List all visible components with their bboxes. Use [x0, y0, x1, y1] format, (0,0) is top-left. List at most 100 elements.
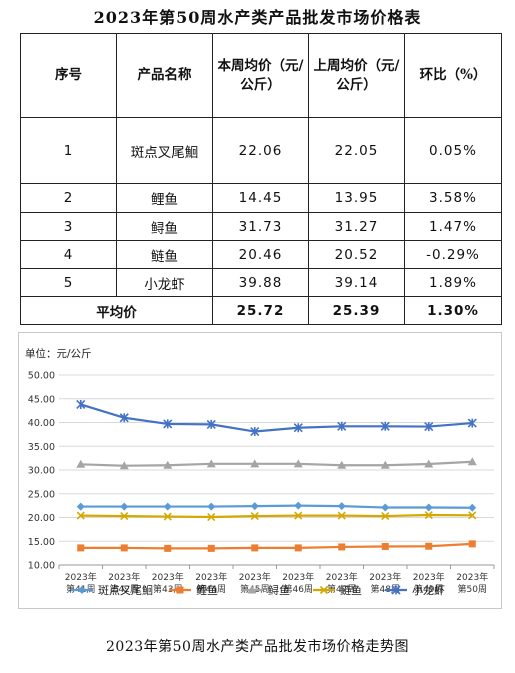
legend-label: 鲤鱼 [196, 583, 218, 597]
data-point [76, 459, 86, 468]
row-number: 2 [20, 183, 117, 213]
unit-label: 单位：元/公斤 [25, 347, 92, 360]
chart-svg: 单位：元/公斤 10.00 15.00 20.00 25.00 30.00 35.00 40… [25, 347, 495, 597]
header-cell: 序号 [20, 33, 117, 118]
y-tick-label: 15.00 [28, 537, 55, 548]
change-percent: 1.89% [404, 268, 502, 297]
header-cell: 产品名称 [116, 33, 213, 118]
last-week-price: 13.95 [308, 183, 405, 213]
data-point [250, 459, 260, 468]
row-number: 1 [20, 117, 117, 184]
average-label: 平均价 [20, 296, 213, 325]
average-this-week: 25.72 [212, 296, 309, 325]
data-point [250, 512, 259, 521]
data-point [293, 459, 303, 468]
average-last-week: 25.39 [308, 296, 405, 325]
table-row: 3 鲟鱼 31.73 31.27 1.47% [20, 212, 502, 241]
table-row: 1 斑点叉尾鮰 22.06 22.05 0.05% [20, 117, 502, 184]
average-row: 平均价 25.72 25.39 1.30% [20, 296, 502, 325]
data-point [467, 457, 477, 466]
x-tick-label: 2023年第43周 [152, 571, 184, 595]
data-point [207, 512, 216, 522]
this-week-price: 14.45 [212, 183, 309, 213]
series-鲢鱼 [76, 510, 477, 522]
legend-label: 小龙虾 [412, 584, 445, 597]
legend-marker [391, 585, 401, 595]
data-point [120, 512, 129, 521]
chart-caption: 2023年第50周水产类产品批发市场价格走势图 [106, 639, 409, 655]
data-point [207, 544, 215, 552]
header-cell: 上周均价（元/公斤） [308, 33, 405, 118]
data-point [425, 542, 433, 550]
legend-label: 斑点叉尾鮰 [98, 583, 153, 597]
x-tick-label: 2023年第49周 [413, 571, 445, 595]
data-point [381, 542, 389, 550]
data-point [77, 544, 85, 552]
legend-label: 鲢鱼 [340, 583, 362, 597]
x-tick-label: 2023年第47周 [326, 571, 358, 595]
last-week-price: 22.05 [308, 117, 405, 184]
y-tick-label: 45.00 [28, 394, 55, 405]
row-number: 4 [20, 240, 117, 269]
y-tick-label: 40.00 [28, 418, 55, 429]
data-point [380, 460, 390, 469]
this-week-price: 20.46 [212, 240, 309, 269]
y-tick-label: 25.00 [28, 489, 55, 500]
series-line [80, 403, 473, 433]
data-point [468, 540, 476, 548]
data-point [467, 418, 477, 428]
table-header-row: 序号 产品名称 本周均价（元/公斤） 上周均价（元/公斤） 环比（%） [20, 33, 502, 118]
y-tick-label: 35.00 [28, 442, 55, 453]
data-point [163, 460, 173, 469]
data-point [120, 502, 129, 511]
legend-item: 斑点叉尾鮰 [71, 583, 153, 597]
data-point [337, 421, 347, 431]
data-point [294, 501, 303, 510]
change-percent: 0.05% [404, 117, 502, 184]
data-point [294, 544, 302, 552]
table-row: 4 鲢鱼 20.46 20.52 -0.29% [20, 240, 502, 269]
data-point [424, 510, 433, 520]
data-point [337, 460, 347, 469]
y-tick-label: 10.00 [28, 561, 55, 572]
data-point [206, 419, 216, 429]
x-tick-label: 2023年第44周 [195, 571, 227, 595]
data-point [381, 512, 390, 521]
series-小龙虾 [76, 399, 477, 437]
change-percent: -0.29% [404, 240, 502, 269]
data-point [338, 543, 346, 551]
legend-marker [78, 586, 86, 594]
legend-marker [247, 585, 257, 594]
table-row: 5 小龙虾 39.88 39.14 1.89% [20, 268, 502, 297]
last-week-price: 31.27 [308, 212, 405, 241]
data-point [76, 511, 85, 520]
series-鲟鱼 [76, 457, 477, 470]
this-week-price: 22.06 [212, 117, 309, 184]
legend-item: 鲤鱼 [169, 583, 218, 597]
row-number: 3 [20, 212, 117, 241]
product-name: 小龙虾 [116, 268, 213, 297]
series-斑点叉尾鮰 [76, 501, 477, 512]
average-change: 1.30% [404, 296, 502, 325]
legend-label: 鲟鱼 [268, 583, 290, 597]
data-point [468, 511, 477, 520]
legend-marker [176, 586, 184, 594]
data-point [207, 502, 216, 511]
data-point [424, 459, 434, 468]
series-鲤鱼 [77, 540, 476, 552]
data-point [381, 503, 390, 512]
data-point [337, 502, 346, 511]
change-percent: 1.47% [404, 212, 502, 241]
series-line [80, 504, 473, 509]
y-tick-label: 50.00 [28, 371, 55, 382]
data-point [380, 421, 390, 431]
series-line [80, 513, 473, 519]
legend-item: 鲢鱼 [313, 583, 362, 597]
data-point [76, 399, 86, 410]
data-point [76, 502, 85, 511]
series-line [80, 460, 473, 467]
data-point [119, 461, 129, 470]
row-number: 5 [20, 268, 117, 297]
series-line [80, 542, 473, 550]
y-tick-label: 30.00 [28, 466, 55, 477]
